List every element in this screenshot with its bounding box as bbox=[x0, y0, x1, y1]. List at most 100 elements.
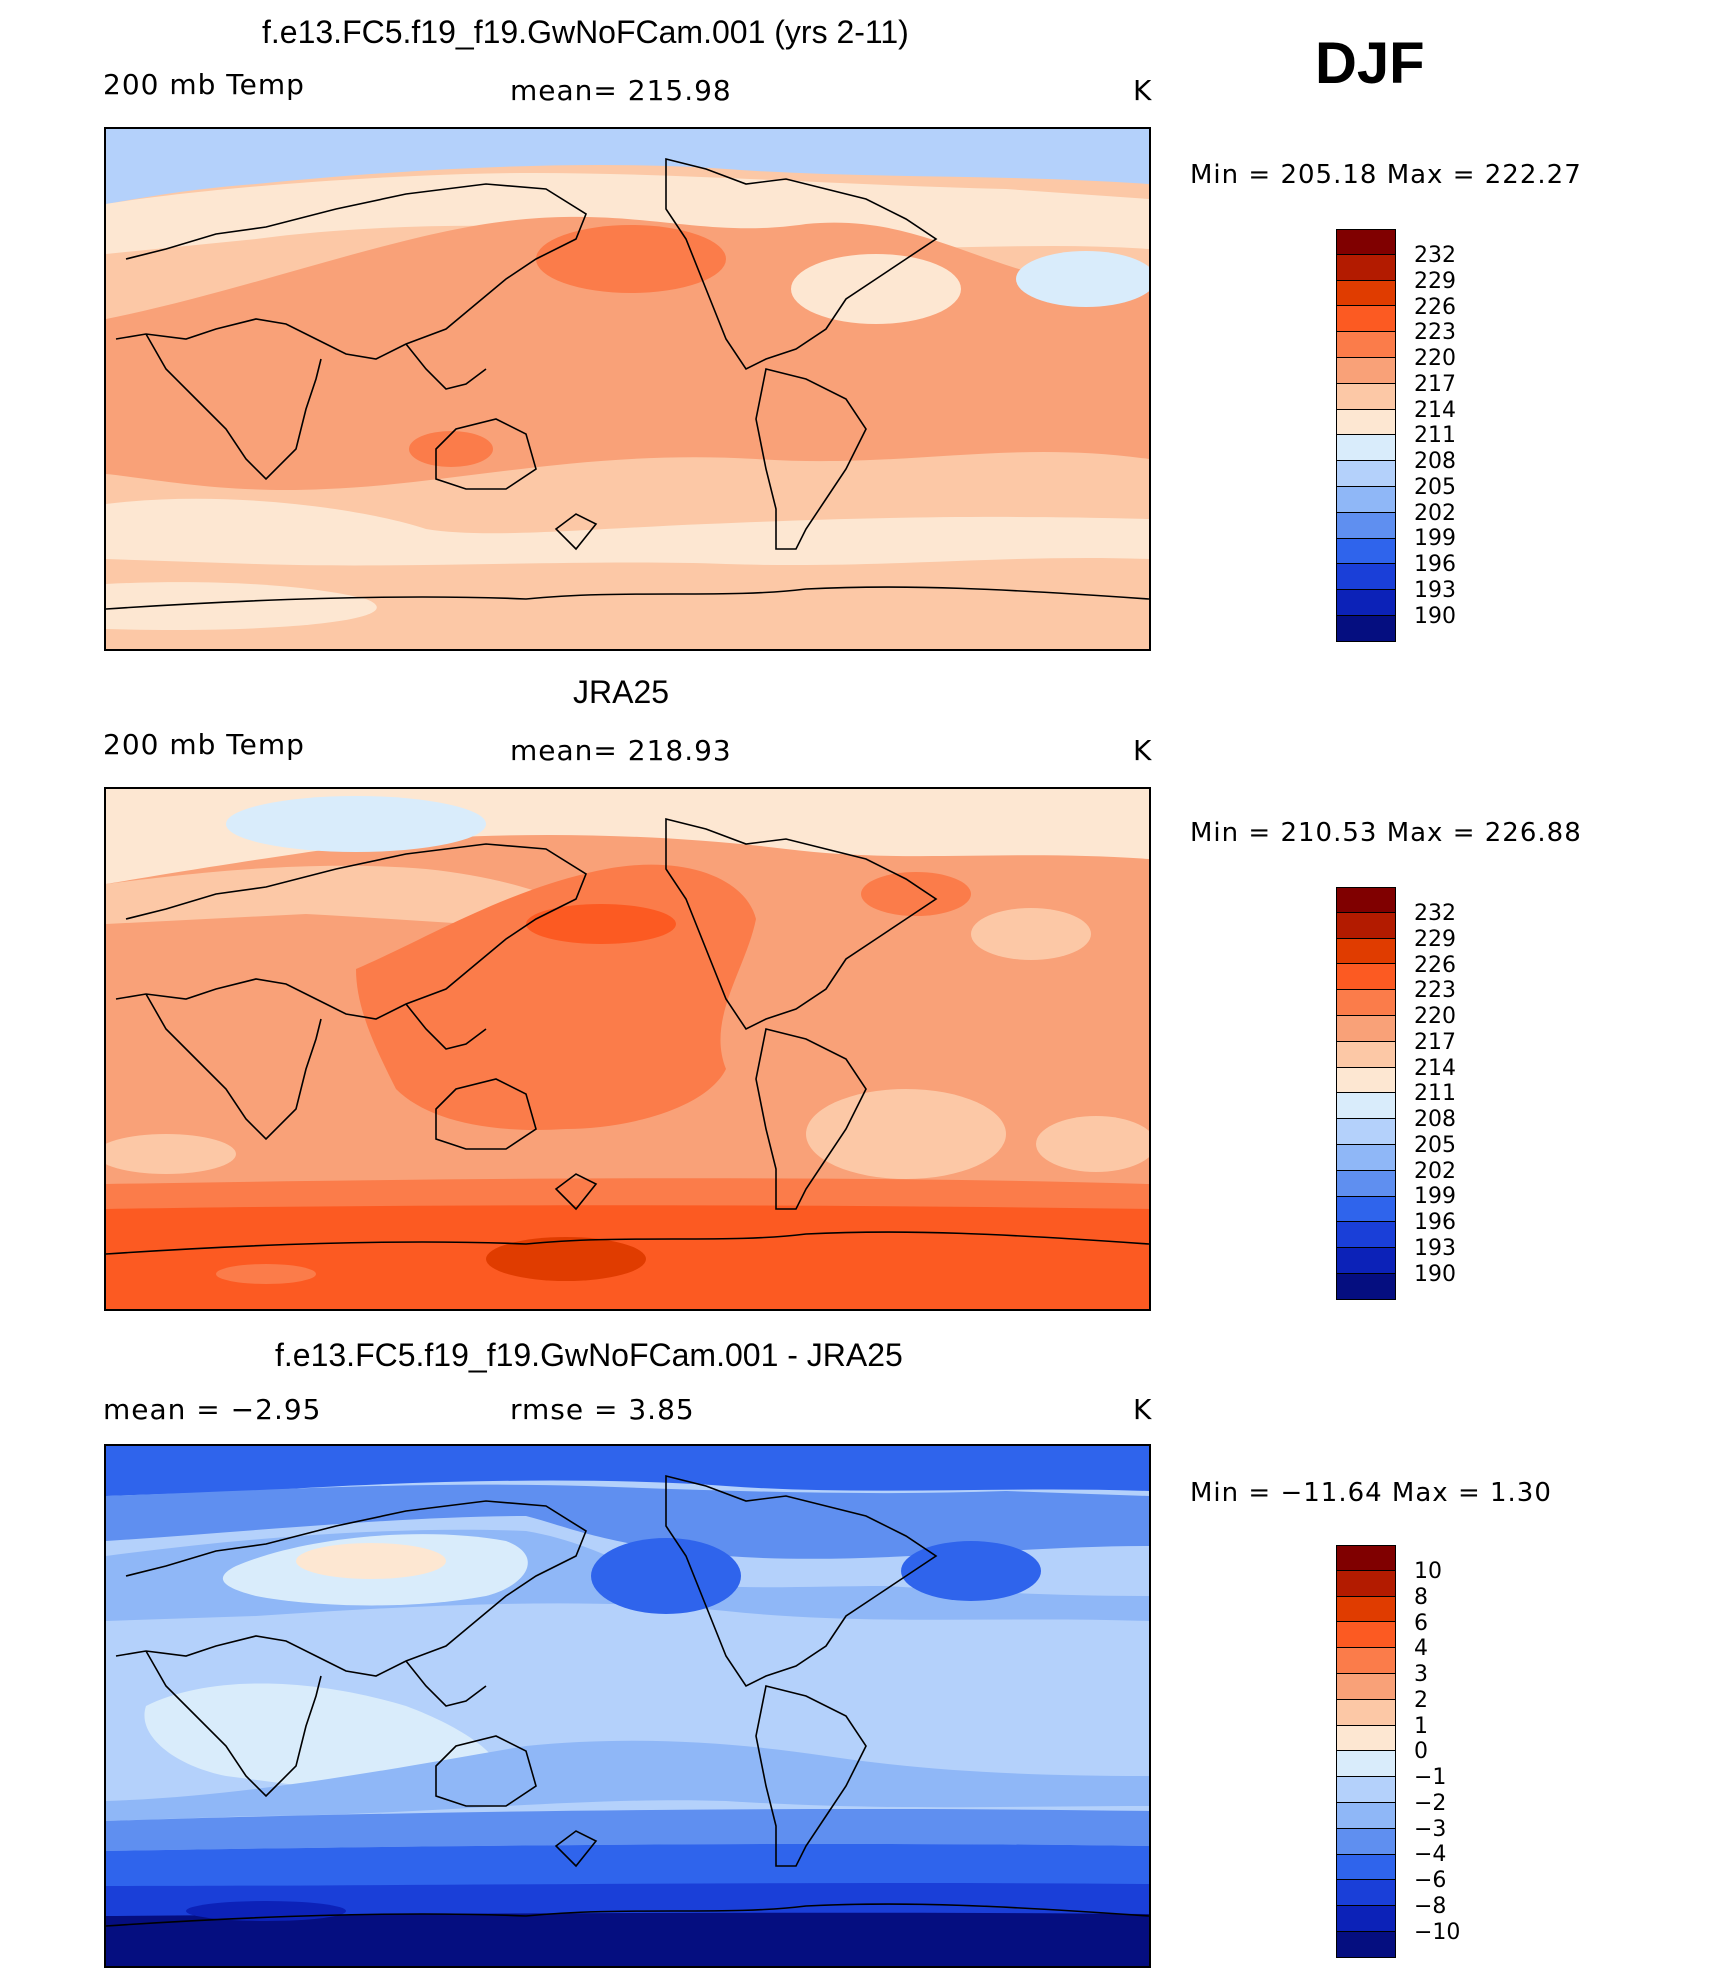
panel-2-units: K bbox=[1133, 734, 1153, 767]
colorbar-1-swatch bbox=[1336, 538, 1396, 565]
colorbar-1-label: 196 bbox=[1414, 552, 1456, 577]
colorbar-2-label: 223 bbox=[1414, 978, 1456, 1003]
map-1-southern-cool-band bbox=[106, 498, 1149, 566]
colorbar-2-label: 190 bbox=[1414, 1262, 1456, 1287]
colorbar-2-swatch bbox=[1336, 1170, 1396, 1197]
colorbar-3-swatch bbox=[1336, 1699, 1396, 1726]
colorbar-2-label: 193 bbox=[1414, 1236, 1456, 1261]
map-1-pacific-warm-patch bbox=[536, 225, 726, 293]
colorbar-3 bbox=[1336, 1545, 1396, 1958]
colorbar-3-label: −10 bbox=[1414, 1920, 1461, 1945]
colorbar-3-swatch bbox=[1336, 1828, 1396, 1855]
colorbar-3-label: −1 bbox=[1414, 1765, 1447, 1790]
colorbar-2-label: 208 bbox=[1414, 1107, 1456, 1132]
colorbar-1-label: 232 bbox=[1414, 243, 1456, 268]
colorbar-2-swatch bbox=[1336, 1196, 1396, 1223]
colorbar-3-label: 10 bbox=[1414, 1559, 1442, 1584]
colorbar-3-swatch bbox=[1336, 1802, 1396, 1829]
map-3-subarctic-band bbox=[106, 1484, 1149, 1559]
colorbar-1-label: 211 bbox=[1414, 423, 1456, 448]
colorbar-3-swatch bbox=[1336, 1648, 1396, 1674]
panel-3-mean-label: mean = −2.95 bbox=[103, 1393, 322, 1426]
panel-1-variable-label: 200 mb Temp bbox=[103, 68, 305, 101]
colorbar-1-swatch bbox=[1336, 461, 1396, 487]
season-label: DJF bbox=[1315, 31, 1425, 96]
colorbar-1-swatch bbox=[1336, 254, 1396, 281]
colorbar-1-label: 199 bbox=[1414, 526, 1456, 551]
map-2-indian-ocean-cool-patch bbox=[106, 1134, 236, 1174]
map-2-south-pacific-cool-patch bbox=[806, 1089, 1006, 1179]
map-3-tibet-positive-patch bbox=[296, 1543, 446, 1579]
colorbar-1-swatch bbox=[1336, 435, 1396, 462]
map-2-coastlines bbox=[106, 817, 1149, 1255]
colorbar-2-swatch bbox=[1336, 1067, 1396, 1094]
colorbar-2-swatch bbox=[1336, 1222, 1396, 1249]
panel-3-min-max: Min = −11.64 Max = 1.30 bbox=[1190, 1478, 1552, 1508]
map-2-south-atlantic-cool-patch bbox=[1036, 1116, 1149, 1172]
colorbar-2-label: 214 bbox=[1414, 1056, 1456, 1081]
map-3-subantarctic-band bbox=[106, 1883, 1149, 1921]
panel-1-min-max: Min = 205.18 Max = 222.27 bbox=[1190, 160, 1582, 190]
colorbar-3-swatch bbox=[1336, 1880, 1396, 1907]
colorbar-3-label: −8 bbox=[1414, 1894, 1447, 1919]
colorbar-2-label: 226 bbox=[1414, 953, 1456, 978]
colorbar-3-label: 0 bbox=[1414, 1739, 1428, 1764]
colorbar-3-label: −6 bbox=[1414, 1868, 1447, 1893]
panel-3-rmse-label: rmse = 3.85 bbox=[510, 1393, 695, 1426]
colorbar-3-label: 3 bbox=[1414, 1662, 1428, 1687]
map-2-atlantic-cool-patch bbox=[971, 908, 1091, 960]
panel-2-variable-label: 200 mb Temp bbox=[103, 728, 305, 761]
colorbar-3-label: 1 bbox=[1414, 1714, 1428, 1739]
panel-2-mean-label: mean= 218.93 bbox=[510, 734, 732, 767]
map-3-pacific-cold-patch bbox=[591, 1538, 741, 1614]
colorbar-1-label: 217 bbox=[1414, 372, 1456, 397]
colorbar-3-swatch bbox=[1336, 1622, 1396, 1649]
panel-2-map bbox=[104, 787, 1151, 1311]
map-3-southern-cool-band bbox=[106, 1740, 1149, 1821]
colorbar-2-swatch bbox=[1336, 1041, 1396, 1068]
colorbar-2-label: 202 bbox=[1414, 1159, 1456, 1184]
colorbar-2-swatch bbox=[1336, 1093, 1396, 1120]
colorbar-1-label: 229 bbox=[1414, 269, 1456, 294]
map-3-antarctic-coldest-band bbox=[106, 1912, 1149, 1966]
colorbar-1-swatch bbox=[1336, 564, 1396, 591]
colorbar-2-swatch bbox=[1336, 964, 1396, 991]
colorbar-3-label: 6 bbox=[1414, 1611, 1428, 1636]
colorbar-1-swatch bbox=[1336, 512, 1396, 539]
panel-3-map bbox=[104, 1444, 1151, 1968]
colorbar-2-swatch bbox=[1336, 1015, 1396, 1042]
colorbar-1-swatch bbox=[1336, 306, 1396, 333]
colorbar-1-swatch bbox=[1336, 357, 1396, 384]
panel-1-mean-label: mean= 215.98 bbox=[510, 74, 732, 107]
map-3-southern-cold-band bbox=[106, 1809, 1149, 1851]
colorbar-1-label: 220 bbox=[1414, 346, 1456, 371]
colorbar-2-swatch bbox=[1336, 887, 1396, 913]
map-3-atlantic-cold-patch bbox=[901, 1541, 1041, 1601]
colorbar-3-label: 2 bbox=[1414, 1688, 1428, 1713]
colorbar-1-swatch bbox=[1336, 280, 1396, 307]
panel-3-units: K bbox=[1133, 1393, 1153, 1426]
colorbar-2-label: 199 bbox=[1414, 1184, 1456, 1209]
colorbar-2-label: 211 bbox=[1414, 1081, 1456, 1106]
colorbar-3-label: 4 bbox=[1414, 1636, 1428, 1661]
map-2-antarctic-hottest-patch bbox=[486, 1237, 646, 1281]
colorbar-2-swatch bbox=[1336, 938, 1396, 965]
colorbar-3-label: −4 bbox=[1414, 1842, 1447, 1867]
colorbar-3-swatch bbox=[1336, 1777, 1396, 1803]
colorbar-1-label: 205 bbox=[1414, 475, 1456, 500]
colorbar-3-swatch bbox=[1336, 1931, 1396, 1958]
colorbar-3-swatch bbox=[1336, 1906, 1396, 1932]
colorbar-1-label: 190 bbox=[1414, 604, 1456, 629]
map-1-australia-warm-patch bbox=[409, 431, 493, 467]
colorbar-2-swatch bbox=[1336, 990, 1396, 1016]
panel-2-title: JRA25 bbox=[573, 674, 670, 710]
colorbar-2-label: 232 bbox=[1414, 901, 1456, 926]
map-2-arctic-cold-patch bbox=[226, 796, 486, 852]
colorbar-1-swatch bbox=[1336, 615, 1396, 642]
colorbar-1-label: 202 bbox=[1414, 501, 1456, 526]
colorbar-1-swatch bbox=[1336, 229, 1396, 255]
colorbar-2-swatch bbox=[1336, 912, 1396, 939]
colorbar-1-swatch bbox=[1336, 383, 1396, 410]
map-3-coastlines bbox=[106, 1474, 1149, 1927]
map-2-pacific-hot-patch bbox=[526, 904, 676, 944]
